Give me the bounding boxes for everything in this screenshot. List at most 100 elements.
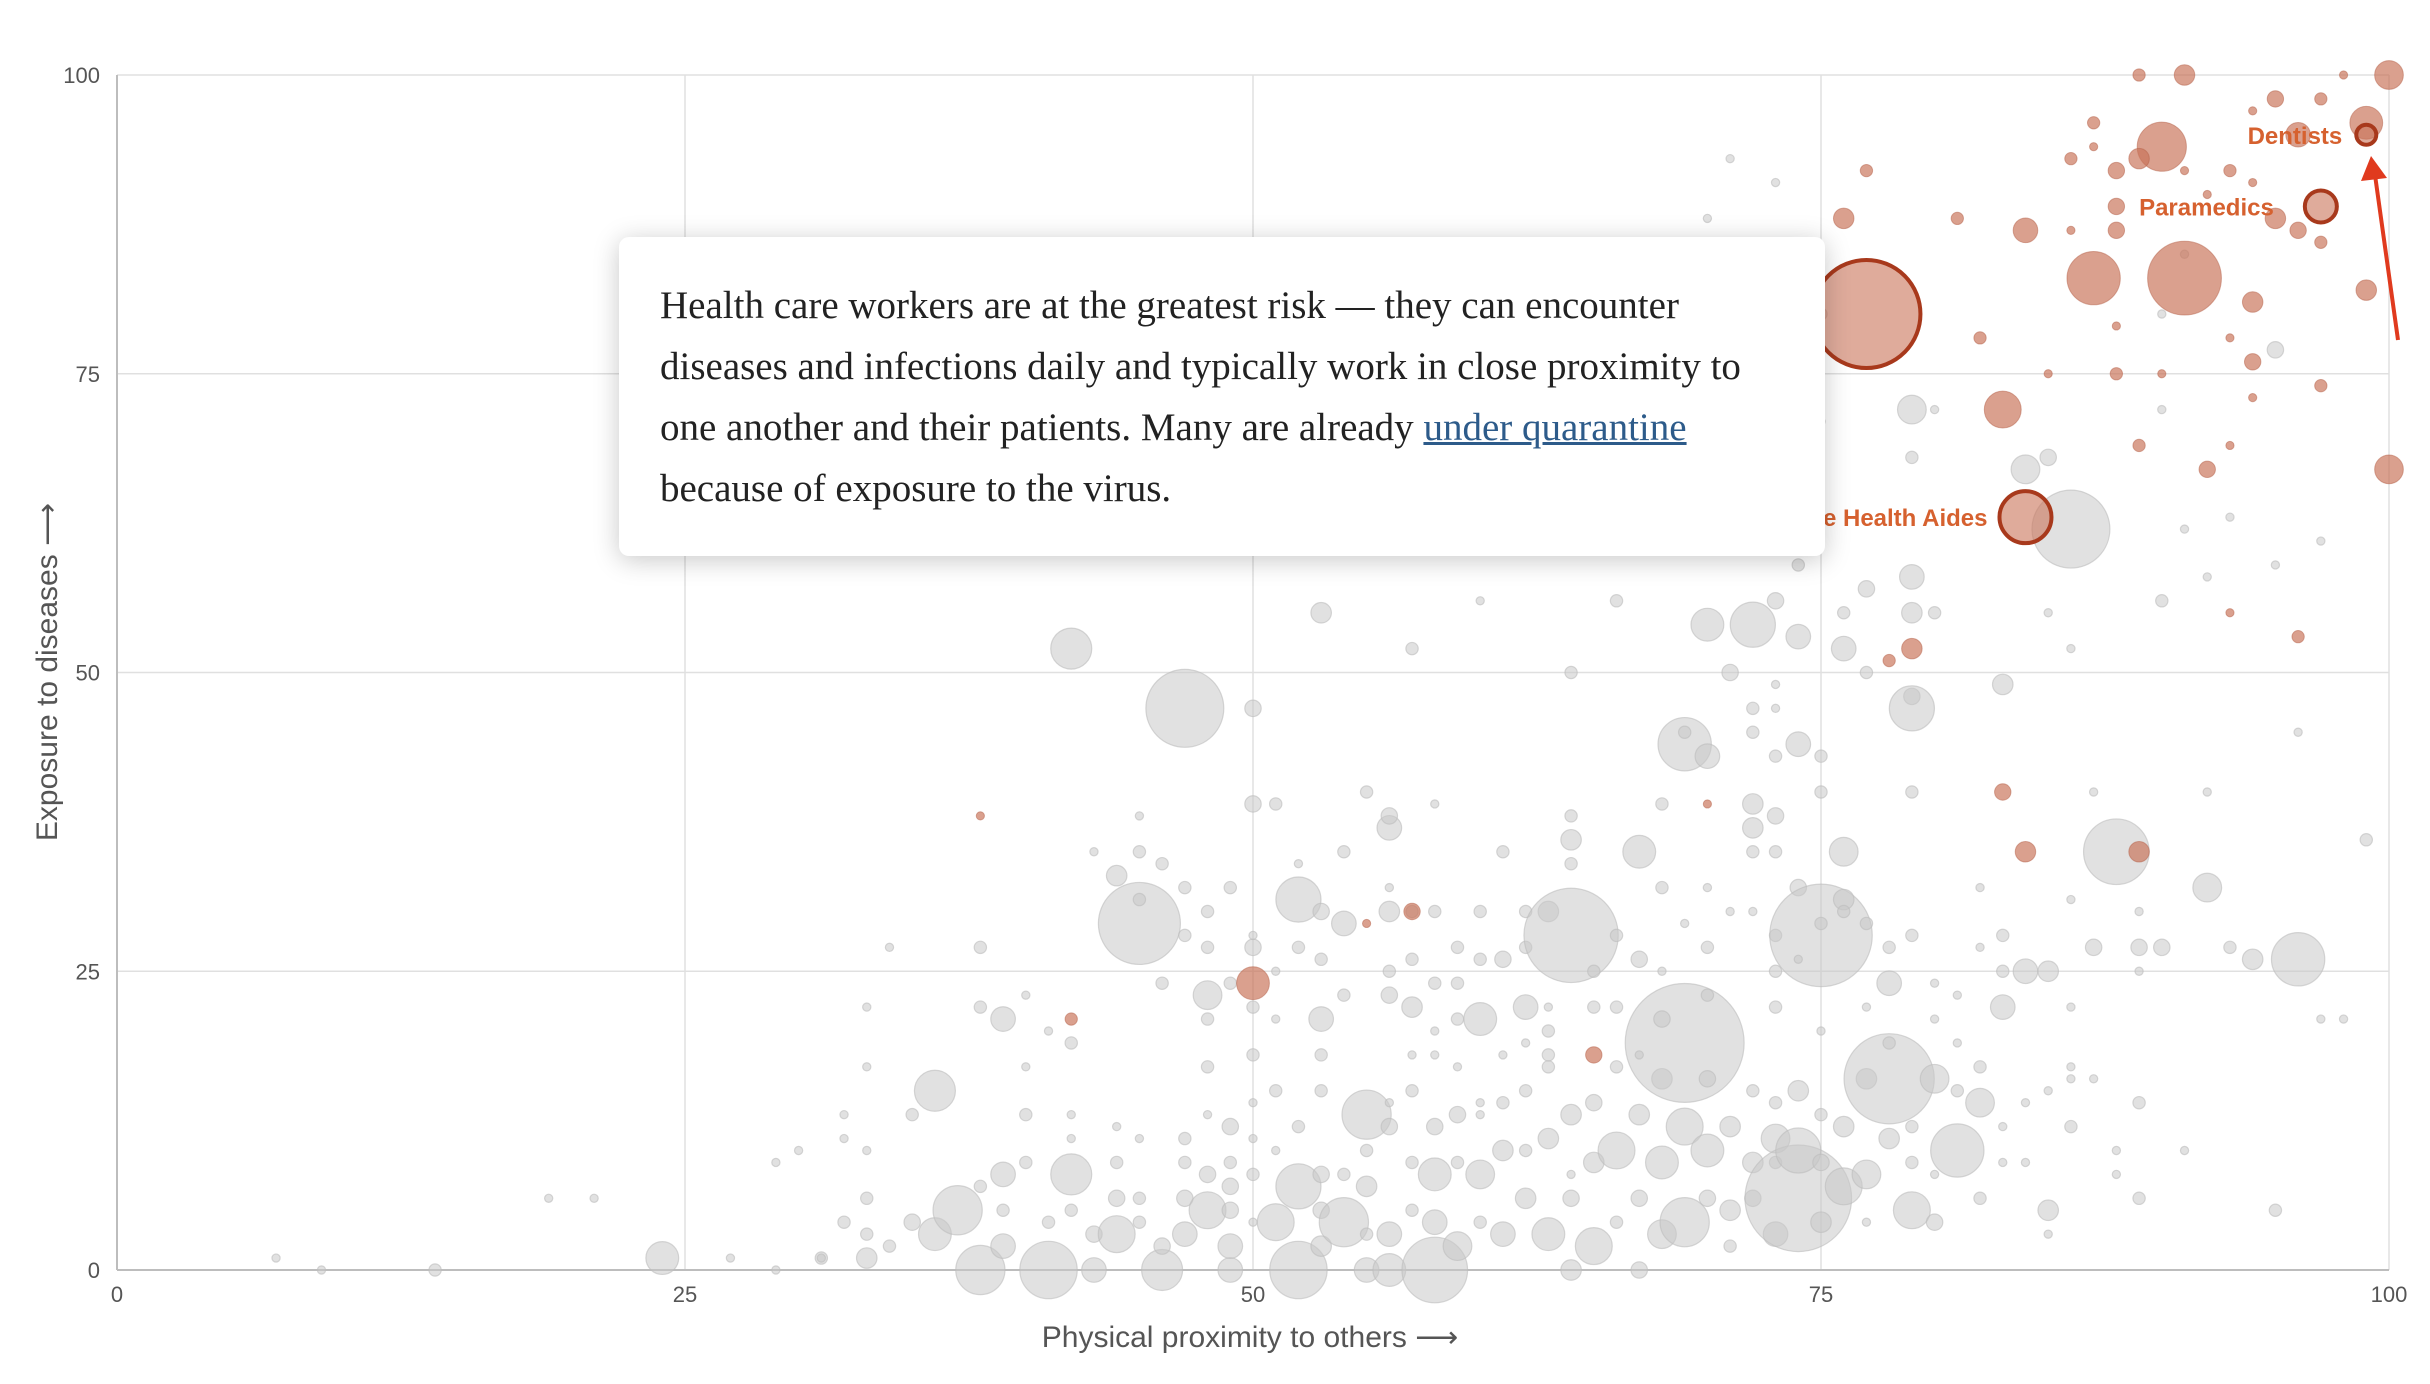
occupation-point xyxy=(1442,1231,1473,1262)
occupation-point xyxy=(1155,976,1169,990)
occupation-point xyxy=(2202,787,2212,797)
occupation-point xyxy=(1178,928,1192,943)
occupation-point xyxy=(1153,1237,1171,1255)
occupation-point xyxy=(1473,1215,1487,1229)
occupation-point xyxy=(1463,1002,1498,1037)
health-care-point xyxy=(2289,221,2307,240)
x-tick-label: 100 xyxy=(2371,1282,2408,1307)
occupation-point xyxy=(1221,1177,1240,1196)
occupation-point xyxy=(771,1265,781,1275)
occupation-point xyxy=(2316,536,2326,546)
occupation-point xyxy=(1244,699,1262,718)
occupation-point xyxy=(1081,1257,1107,1283)
under-quarantine-link[interactable]: under quarantine xyxy=(1423,406,1687,449)
occupation-point xyxy=(1768,1095,1783,1110)
occupation-point xyxy=(1975,882,1985,893)
occupation-point xyxy=(1574,1227,1613,1266)
occupation-point xyxy=(1609,1060,1624,1074)
occupation-point xyxy=(2130,938,2148,957)
occupation-point xyxy=(1310,601,1333,624)
occupation-point xyxy=(2225,512,2235,522)
health-care-point xyxy=(2173,64,2196,86)
occupation-point xyxy=(1217,1233,1244,1259)
health-care-point xyxy=(2066,225,2076,235)
occupation-point xyxy=(2066,1074,2076,1084)
occupation-point xyxy=(1430,1026,1440,1036)
occupation-point xyxy=(1248,1133,1258,1144)
occupation-point xyxy=(1905,1155,1919,1170)
occupation-point xyxy=(1372,1252,1407,1287)
occupation-point xyxy=(2134,906,2144,917)
other-occupation-points xyxy=(271,153,2374,1304)
occupation-point xyxy=(1384,882,1395,893)
occupation-point xyxy=(1475,596,1485,606)
health-care-point xyxy=(2374,60,2404,90)
occupation-point xyxy=(1050,627,1093,670)
occupation-point xyxy=(1905,785,1919,799)
occupation-point xyxy=(1107,1189,1126,1208)
occupation-point xyxy=(1405,952,1419,967)
occupation-point xyxy=(1609,594,1624,608)
occupation-point xyxy=(1766,591,1785,610)
occupation-point xyxy=(1109,1155,1124,1170)
health-care-point xyxy=(2285,121,2311,148)
occupation-point xyxy=(1766,807,1785,825)
occupation-point xyxy=(2010,454,2041,485)
occupation-point xyxy=(428,1263,442,1277)
health-care-point xyxy=(2338,70,2349,80)
occupation-point xyxy=(2192,872,2223,903)
occupation-point xyxy=(1376,1221,1403,1248)
occupation-point xyxy=(1901,601,1923,624)
occupation-point xyxy=(1622,834,1657,869)
health-care-point xyxy=(2243,353,2262,371)
occupation-point xyxy=(1989,994,2016,1020)
occupation-point xyxy=(1050,1153,1093,1196)
occupation-point xyxy=(1748,906,1758,917)
occupation-point xyxy=(1380,1117,1399,1136)
occupation-point xyxy=(1905,450,1919,465)
x-tick-label: 25 xyxy=(673,1282,697,1307)
occupation-point xyxy=(1202,1109,1213,1120)
occupation-point xyxy=(1380,807,1399,825)
occupation-point xyxy=(1452,1062,1463,1072)
health-care-point xyxy=(2128,147,2150,170)
occupation-point xyxy=(1271,1014,1281,1024)
occupation-point xyxy=(1630,950,1649,969)
occupation-point xyxy=(1417,1157,1452,1192)
occupation-point xyxy=(2270,560,2281,570)
occupation-point xyxy=(973,1179,988,1194)
occupation-point xyxy=(1330,910,1357,937)
health-care-point xyxy=(2241,291,2264,313)
occupation-point xyxy=(1314,1048,1328,1062)
occupation-point xyxy=(2039,448,2057,467)
health-care-point xyxy=(2147,240,2222,316)
health-care-point xyxy=(2089,142,2099,152)
occupation-point xyxy=(1564,809,1578,823)
occupation-point xyxy=(1496,844,1510,859)
occupation-point xyxy=(1587,964,1601,978)
occupation-point xyxy=(1768,964,1783,978)
occupation-point xyxy=(1698,1070,1717,1088)
occupation-point xyxy=(1998,1121,2008,1132)
occupation-point xyxy=(1341,1089,1392,1140)
occupation-point xyxy=(973,1000,988,1014)
occupation-point xyxy=(1428,976,1442,990)
occupation-point xyxy=(1888,685,1936,732)
occupation-point xyxy=(1859,665,1874,680)
health-care-point xyxy=(2202,189,2212,200)
occupation-point xyxy=(1659,1196,1710,1248)
occupation-point xyxy=(1405,1155,1419,1170)
occupation-point xyxy=(1655,880,1669,895)
occupation-point xyxy=(2088,1074,2099,1084)
occupation-point xyxy=(1359,1143,1374,1158)
occupation-point xyxy=(1111,1121,1122,1132)
health-care-point xyxy=(1362,918,1372,929)
occupation-point xyxy=(1537,1127,1560,1150)
occupation-point xyxy=(1200,940,1215,955)
occupation-point xyxy=(271,1253,281,1263)
highlighted-point xyxy=(2302,188,2339,225)
y-tick-label: 0 xyxy=(88,1258,100,1283)
occupation-point xyxy=(1878,1127,1901,1150)
tooltip-card: Health care workers are at the greatest … xyxy=(619,237,1825,556)
occupation-point xyxy=(1475,1109,1485,1120)
